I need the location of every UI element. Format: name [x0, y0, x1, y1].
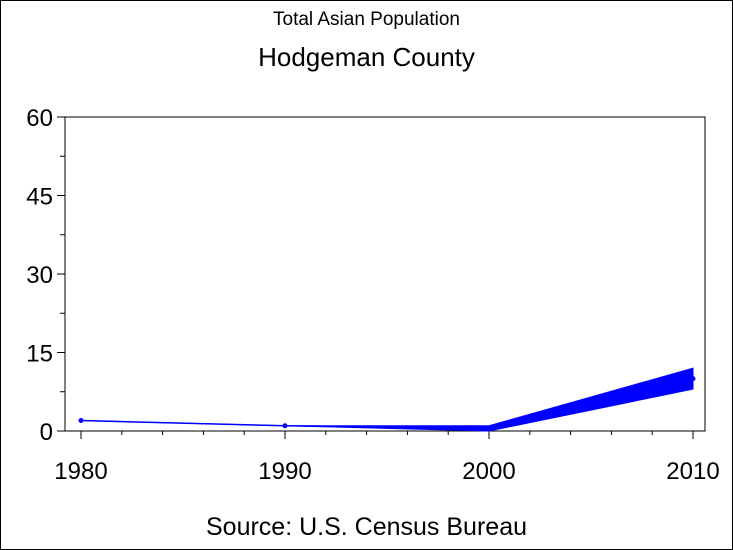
x-tick-label: 1980	[54, 458, 107, 485]
x-tick-label: 2010	[666, 458, 719, 485]
plot-area-border	[64, 116, 706, 432]
data-point	[486, 425, 492, 431]
series-layer	[78, 367, 696, 432]
x-tick-label: 1990	[258, 458, 311, 485]
chart-subtitle: Total Asian Population	[273, 9, 460, 30]
data-point	[690, 376, 696, 382]
y-tick-label: 15	[26, 341, 53, 368]
y-tick-label: 30	[26, 262, 53, 289]
series-line	[80, 377, 694, 430]
series-band	[80, 367, 694, 432]
y-tick-label: 60	[26, 105, 53, 132]
y-tick-label: 0	[40, 419, 53, 446]
chart-title: Hodgeman County	[258, 42, 475, 72]
axes: 0 15 30 45 60 1980 1990 2000 2010	[26, 105, 719, 485]
data-point	[282, 423, 288, 429]
chart-source: Source: U.S. Census Bureau	[206, 513, 527, 541]
data-point	[78, 418, 84, 424]
x-tick-label: 2000	[462, 458, 515, 485]
y-tick-label: 45	[26, 184, 53, 211]
